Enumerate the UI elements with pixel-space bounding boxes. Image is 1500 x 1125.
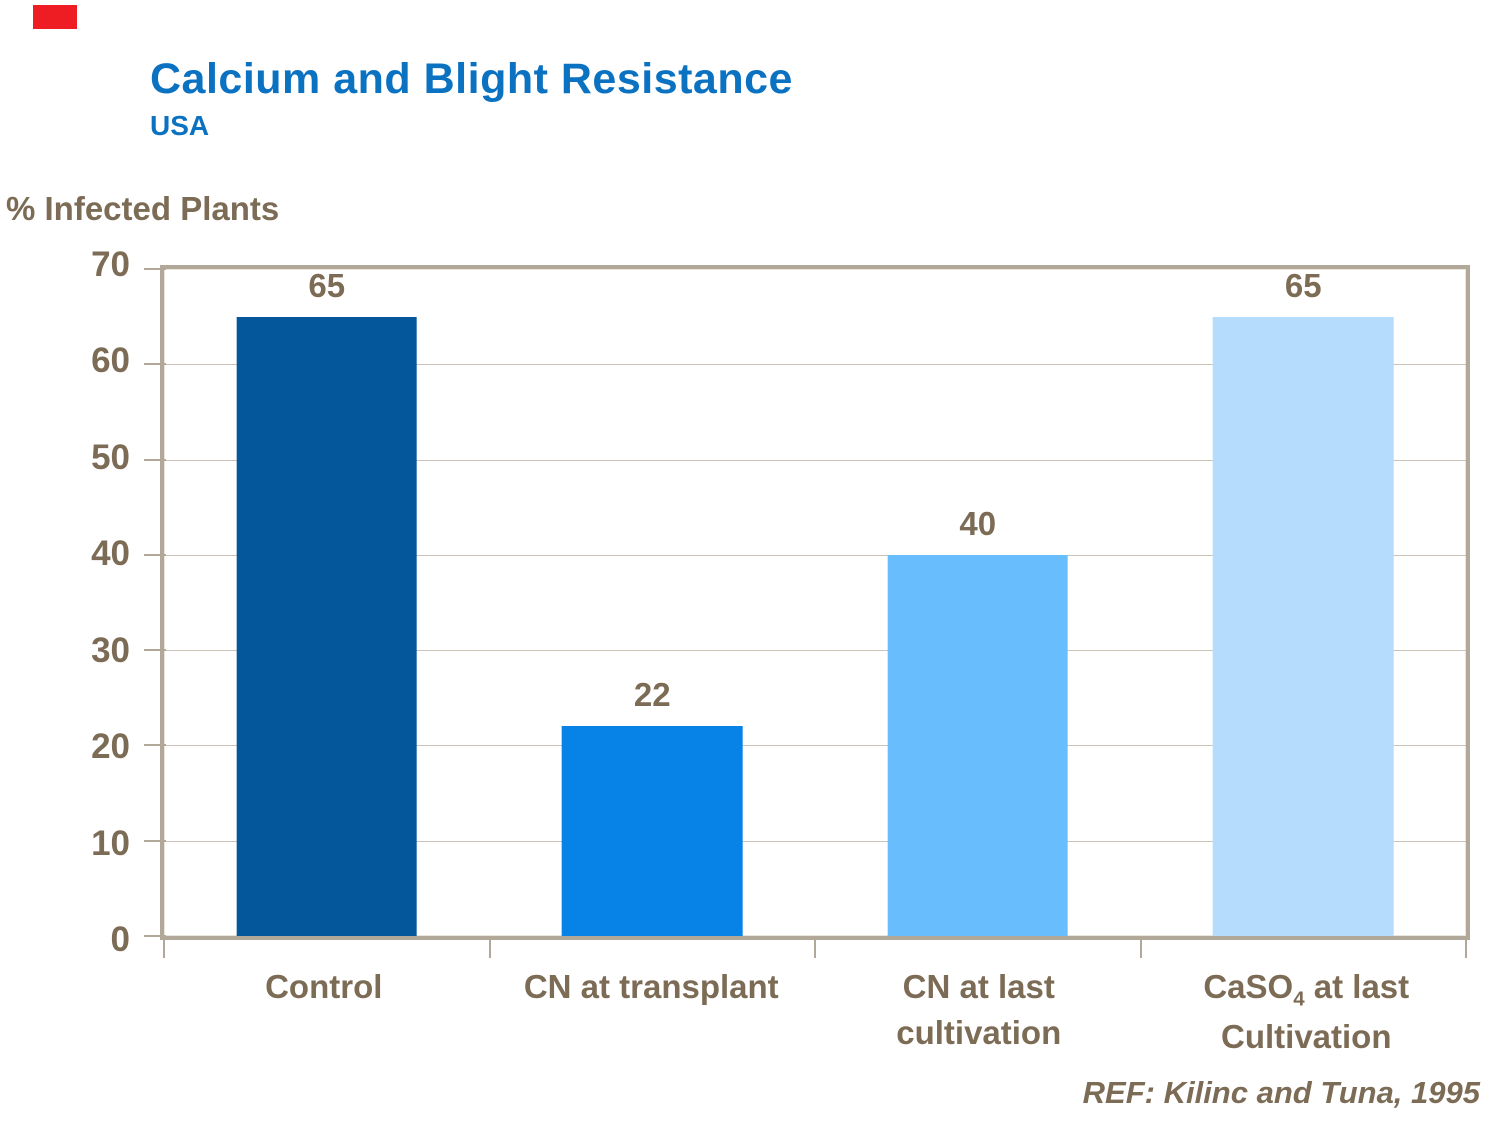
gridline: [164, 364, 1466, 366]
y-tick: [144, 268, 166, 270]
y-tick: [144, 935, 166, 937]
bar-slot: 65: [164, 266, 490, 936]
y-axis-label: 40: [91, 534, 130, 574]
x-tick: [1465, 940, 1467, 958]
bar-value-label: 65: [308, 266, 346, 304]
bar-slot: 22: [490, 269, 816, 936]
gridline: [164, 554, 1466, 556]
category-label: Control: [265, 968, 383, 1005]
red-corner-marker: [33, 5, 77, 29]
y-axis-label: 10: [91, 823, 130, 863]
y-axis-label: 20: [91, 727, 130, 767]
bar-value-label: 40: [959, 504, 997, 542]
chart-subtitle: USA: [150, 110, 210, 141]
reference-note: REF: Kilinc and Tuna, 1995: [1082, 1075, 1480, 1110]
y-axis-label: 30: [91, 630, 130, 670]
y-axis-label: 70: [91, 245, 130, 284]
x-axis-labels: Control CN at transplant CN at last cultiva…: [160, 964, 1470, 1059]
y-axis-label: 0: [110, 920, 130, 959]
plot-area: 65 22 40 65: [144, 265, 1470, 958]
gridline: [164, 840, 1466, 842]
y-axis-labels: 0 10 20 30 40 50 60 70: [0, 245, 130, 959]
bar: [887, 554, 1069, 936]
bar: [236, 316, 418, 936]
y-tick: [144, 649, 166, 652]
category-label: CaSO4 at last Cultivation: [1203, 968, 1410, 1055]
category-label: CN at transplant: [523, 968, 779, 1005]
y-tick: [144, 744, 166, 747]
x-tick: [1139, 940, 1142, 958]
gridline: [164, 459, 1466, 461]
category-label: CN at last cultivation: [896, 968, 1062, 1051]
x-tick: [814, 940, 816, 958]
x-tick: [488, 940, 491, 958]
bar-slot: 40: [815, 269, 1141, 936]
bar-value-label: 22: [633, 676, 671, 714]
y-axis-label: 50: [91, 437, 130, 477]
y-tick: [144, 553, 166, 556]
bar: [561, 726, 743, 936]
y-axis-title: % Infected Plants: [6, 190, 280, 227]
y-tick: [144, 363, 166, 366]
y-tick: [144, 458, 166, 461]
bar-slot: 65: [1141, 266, 1467, 936]
gridline: [164, 745, 1466, 747]
gridline: [164, 650, 1466, 652]
x-tick: [163, 940, 165, 958]
chart-title: Calcium and Blight Resistance: [150, 55, 793, 103]
bar-value-label: 65: [1284, 266, 1322, 304]
bar: [1212, 316, 1394, 936]
y-axis-label: 60: [91, 341, 130, 381]
y-tick: [144, 839, 166, 842]
